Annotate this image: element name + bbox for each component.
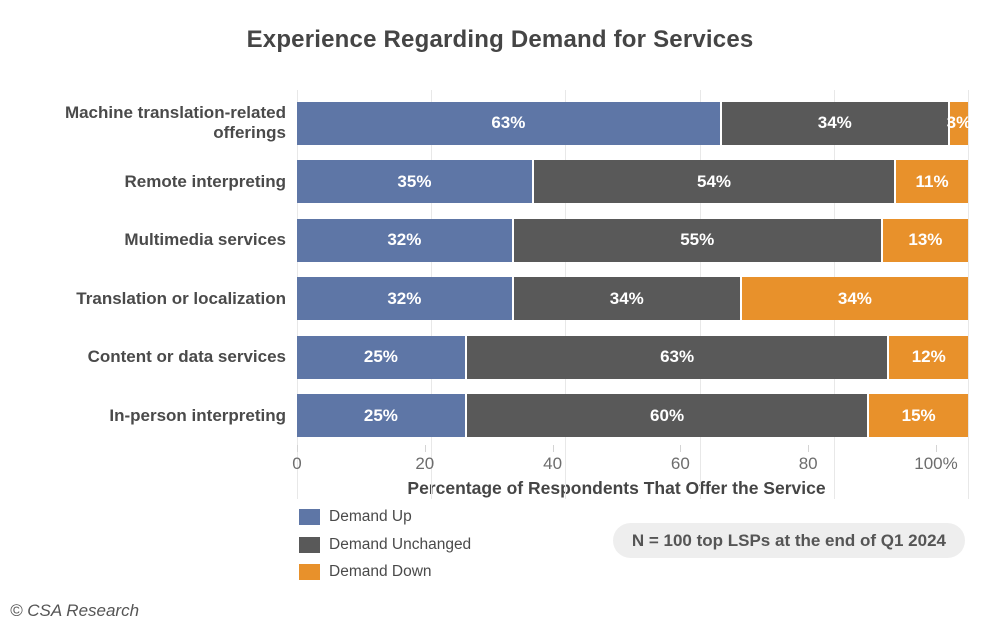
bar-value-label: 25% (363, 405, 398, 425)
tick-mark (936, 445, 937, 452)
bar-value-label: 35% (397, 171, 432, 191)
bar-value-label: 11% (915, 171, 949, 191)
bar-segment: 15% (867, 394, 968, 438)
category-label: Translation or localization (76, 288, 286, 308)
bar-value-label: 12% (911, 347, 946, 367)
bar-value-label: 32% (387, 288, 422, 308)
bar-segment: 55% (511, 218, 881, 262)
bar-track: 63% 34% 3% (297, 101, 971, 145)
bar-value-label: 32% (387, 230, 422, 250)
category-label: Remote interpreting (124, 171, 286, 191)
bar-segment: 34% (739, 277, 968, 321)
bar-track: 25% 63% 12% (297, 335, 968, 379)
gridline-100 (968, 90, 969, 499)
bar-track: 32% 55% 13% (297, 218, 968, 262)
bar-value-label: 54% (696, 171, 732, 191)
tick-label: 80 (798, 454, 818, 473)
sample-size-note: N = 100 top LSPs at the end of Q1 2024 (612, 523, 965, 558)
bar-value-label: 60% (650, 405, 685, 425)
tick-label: 60 (670, 454, 690, 473)
bar-value-label: 3% (946, 113, 972, 133)
tick-label: 0 (292, 454, 302, 473)
bar-segment: 54% (531, 160, 895, 204)
copyright-text: © CSA Research (10, 601, 140, 620)
tick-mark (808, 445, 810, 452)
tick-label: 20 (415, 454, 435, 473)
bar-segment: 34% (511, 277, 740, 321)
legend-label: Demand Unchanged (329, 535, 472, 553)
chart-row: Content or data services 25% 63% 12% (0, 328, 968, 387)
bar-value-label: 63% (660, 347, 695, 367)
tick-label: 100% (914, 454, 958, 473)
bar-segment: 3% (947, 101, 971, 145)
bar-segment: 35% (297, 160, 532, 204)
bar-value-label: 15% (901, 405, 936, 425)
x-axis-ticks (297, 445, 937, 452)
bar-track: 35% 54% 11% (297, 160, 968, 204)
category-label: In-person interpreting (109, 405, 286, 425)
bar-segment: 60% (464, 394, 868, 438)
bar-value-label: 34% (609, 288, 644, 308)
bar-track: 25% 60% 15% (297, 394, 968, 438)
bar-segment: 32% (297, 218, 512, 262)
bar-segment: 34% (719, 101, 948, 145)
tick-label: 40 (543, 454, 563, 473)
legend-label: Demand Up (329, 508, 412, 525)
chart-footer-area: Demand Up Demand Unchanged Demand Down N =… (0, 508, 1000, 581)
bar-value-label: 25% (363, 347, 398, 367)
tick-mark (424, 445, 426, 452)
x-axis-label: Percentage of Respondents That Offer the… (407, 478, 826, 498)
legend-item: Demand Up (299, 508, 1000, 526)
bar-value-label: 34% (837, 288, 872, 308)
chart-title: Experience Regarding Demand for Services (246, 26, 754, 53)
legend: Demand Up Demand Unchanged Demand Down (299, 508, 1000, 581)
bar-segment: 63% (297, 101, 720, 145)
bar-value-label: 13% (908, 230, 943, 250)
chart-row: Multimedia services 32% 55% 13% (0, 211, 968, 270)
chart-rows: Machine translation-related offerings 63%… (0, 94, 971, 446)
tick-mark (552, 445, 554, 452)
bar-value-label: 55% (680, 230, 715, 250)
stacked-bar-chart: Machine translation-related offerings 63%… (0, 90, 1000, 499)
category-label: Content or data services (87, 347, 286, 367)
bar-value-label: 34% (817, 113, 852, 133)
bar-segment: 25% (297, 335, 465, 379)
bar-segment: 13% (880, 218, 968, 262)
x-axis-tick-labels: 0 20 40 60 80 100% (292, 452, 957, 476)
bar-track: 32% 34% 34% (297, 277, 968, 321)
legend-label: Demand Down (329, 563, 432, 580)
chart-row: Remote interpreting 35% 54% 11% (0, 153, 968, 212)
tick-mark (680, 445, 682, 452)
category-label: Machine translation-related offerings (64, 103, 286, 143)
bar-segment: 12% (887, 335, 968, 379)
bar-segment: 11% (894, 160, 968, 204)
legend-item: Demand Down (299, 563, 1000, 581)
bar-segment: 32% (297, 277, 512, 321)
bar-value-label: 63% (491, 113, 526, 133)
legend-swatch-icon (299, 536, 320, 553)
legend-swatch-icon (299, 564, 320, 580)
bar-segment: 25% (297, 394, 465, 438)
chart-row: In-person interpreting 25% 60% 15% (0, 387, 968, 446)
bar-segment: 63% (464, 335, 888, 379)
chart-row: Machine translation-related offerings 63%… (0, 94, 971, 153)
category-label: Multimedia services (124, 230, 286, 250)
legend-item: Demand Unchanged (299, 536, 1000, 554)
legend-swatch-icon (299, 509, 320, 525)
chart-row: Translation or localization 32% 34% 34% (0, 270, 968, 329)
tick-mark (297, 445, 298, 452)
